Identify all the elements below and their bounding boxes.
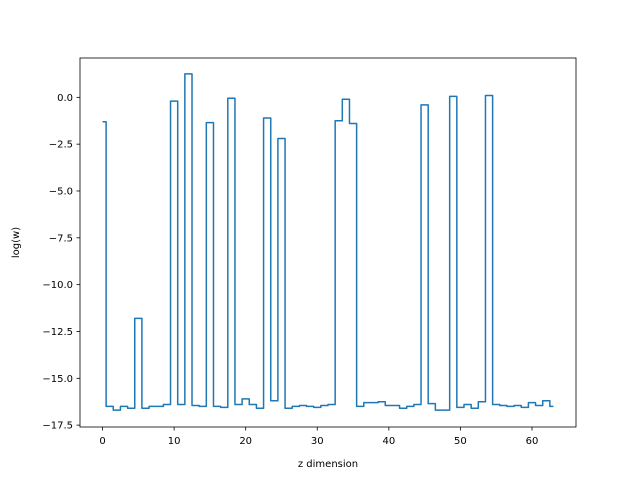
plot-area <box>80 58 576 427</box>
plot-frame <box>79 57 577 428</box>
y-tick-label: −2.5 <box>49 140 73 151</box>
x-axis-label: z dimension <box>298 459 358 470</box>
y-tick-label: −10.0 <box>42 280 73 291</box>
x-tick-label: 60 <box>526 436 539 447</box>
y-tick-label: 0.0 <box>57 93 73 104</box>
y-axis-ticks: 0.0 −2.5 −5.0 −7.5 −10.0 −12.5 −15.0 −17.5 <box>42 93 80 432</box>
x-axis-ticks: 0 10 20 30 40 50 60 <box>99 427 538 447</box>
y-tick-label: −17.5 <box>42 421 73 432</box>
x-tick-label: 30 <box>311 436 324 447</box>
y-tick-label: −12.5 <box>42 327 73 338</box>
x-tick-label: 40 <box>382 436 395 447</box>
x-tick-label: 50 <box>454 436 467 447</box>
x-tick-label: 20 <box>239 436 252 447</box>
y-tick-label: −15.0 <box>42 374 73 385</box>
y-tick-label: −5.0 <box>49 186 73 197</box>
series-layer <box>102 73 554 411</box>
x-tick-label: 0 <box>99 436 105 447</box>
y-tick-label: −7.5 <box>49 233 73 244</box>
x-tick-label: 10 <box>168 436 181 447</box>
y-axis-label: log(w) <box>11 227 22 258</box>
series-line-0 <box>102 73 554 411</box>
